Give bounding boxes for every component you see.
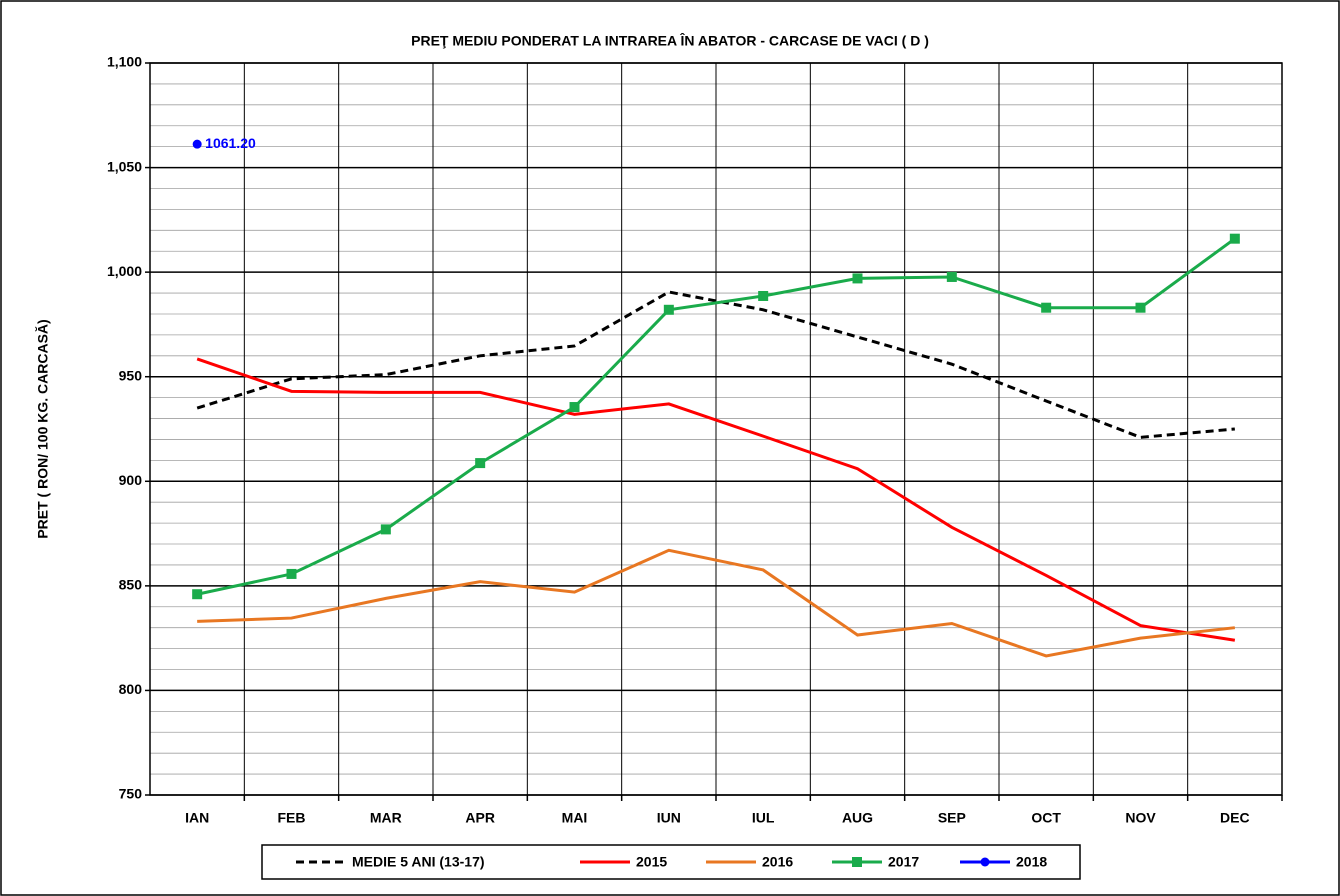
point-marker: [380, 524, 391, 535]
legend-label: 2016: [762, 854, 793, 870]
y-tick-label: 900: [119, 472, 143, 488]
point-marker: [946, 271, 957, 282]
point-marker: [758, 290, 769, 301]
point-marker: [1229, 233, 1240, 244]
y-tick-label: 1,100: [107, 54, 142, 70]
series-line: [196, 290, 1235, 439]
legend-box: [261, 844, 1081, 880]
x-tick-label: APR: [465, 810, 495, 826]
x-tick-label: IAN: [185, 810, 209, 826]
x-tick-label: IUN: [657, 810, 681, 826]
y-tick-label: 850: [119, 577, 143, 593]
point-marker: [1135, 302, 1146, 313]
legend-marker: [852, 857, 862, 867]
data-label: 1061.20: [205, 135, 256, 151]
y-tick-label: 1,000: [107, 263, 142, 279]
point-marker: [192, 139, 202, 149]
x-tick-label: DEC: [1220, 810, 1250, 826]
point-marker: [286, 568, 297, 579]
point-marker: [569, 402, 580, 413]
x-tick-label: IUL: [752, 810, 775, 826]
x-tick-label: FEB: [278, 810, 306, 826]
series-line: [196, 357, 1236, 642]
series-line: [197, 548, 1235, 658]
point-marker: [663, 304, 674, 315]
y-tick-label: 1,050: [107, 158, 142, 174]
y-tick-label: 950: [119, 367, 143, 383]
x-tick-label: MAR: [370, 810, 402, 826]
x-tick-label: OCT: [1031, 810, 1061, 826]
x-tick-label: SEP: [938, 810, 966, 826]
x-tick-label: NOV: [1125, 810, 1156, 826]
y-tick-label: 750: [119, 786, 143, 802]
legend-label: 2018: [1016, 854, 1047, 870]
point-marker: [852, 273, 863, 284]
chart-title: PREŢ MEDIU PONDERAT LA INTRAREA ÎN ABATO…: [411, 32, 929, 49]
point-marker: [192, 589, 203, 600]
point-marker: [475, 458, 486, 469]
legend-marker: [980, 857, 990, 867]
y-axis-label: PRET ( RON/ 100 KG. CARCASĂ): [35, 319, 51, 538]
point-marker: [1041, 302, 1052, 313]
y-tick-label: 800: [119, 681, 143, 697]
series-line: [196, 237, 1236, 596]
legend-label: 2017: [888, 854, 919, 870]
x-tick-label: MAI: [562, 810, 588, 826]
x-tick-label: AUG: [842, 810, 873, 826]
legend-label: MEDIE 5 ANI (13-17): [352, 854, 485, 870]
legend-label: 2015: [636, 854, 667, 870]
